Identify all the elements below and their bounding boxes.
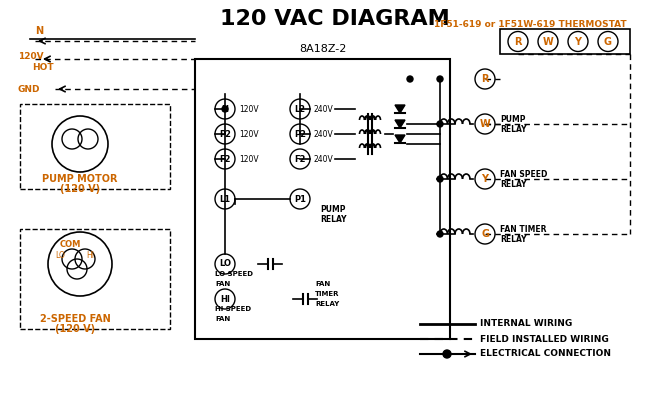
Text: RELAY: RELAY [320, 215, 346, 223]
Text: 120V: 120V [239, 104, 259, 114]
Text: Y: Y [482, 174, 488, 184]
Text: 2-SPEED FAN: 2-SPEED FAN [40, 314, 111, 324]
Text: 120V: 120V [18, 52, 44, 60]
Text: HOT: HOT [32, 62, 54, 72]
Text: G: G [604, 36, 612, 47]
Text: 120V: 120V [239, 129, 259, 139]
Text: HI: HI [220, 295, 230, 303]
Text: COM: COM [60, 240, 81, 248]
Text: TIMER: TIMER [315, 291, 340, 297]
Text: ELECTRICAL CONNECTION: ELECTRICAL CONNECTION [480, 349, 611, 359]
Text: F2: F2 [294, 155, 306, 163]
Text: RELAY: RELAY [500, 124, 527, 134]
Circle shape [437, 76, 443, 82]
Text: FAN: FAN [315, 281, 330, 287]
Text: FIELD INSTALLED WIRING: FIELD INSTALLED WIRING [480, 334, 609, 344]
Polygon shape [395, 135, 405, 143]
Text: LO: LO [55, 251, 65, 261]
Text: L1: L1 [220, 194, 230, 204]
Text: W: W [543, 36, 553, 47]
Text: L2: L2 [294, 104, 306, 114]
Text: Y: Y [574, 36, 582, 47]
Text: LO SPEED: LO SPEED [215, 271, 253, 277]
Text: PUMP MOTOR: PUMP MOTOR [42, 174, 118, 184]
Circle shape [437, 231, 443, 237]
Text: GND: GND [18, 85, 40, 93]
Text: 8A18Z-2: 8A18Z-2 [299, 44, 346, 54]
Text: PUMP: PUMP [320, 204, 346, 214]
Text: LO: LO [219, 259, 231, 269]
Text: P1: P1 [294, 194, 306, 204]
Text: P2: P2 [219, 129, 231, 139]
Text: N: N [35, 26, 43, 36]
Text: 240V: 240V [314, 104, 334, 114]
Text: G: G [481, 229, 489, 239]
Text: 120 VAC DIAGRAM: 120 VAC DIAGRAM [220, 9, 450, 29]
Text: 240V: 240V [314, 129, 334, 139]
Circle shape [437, 176, 443, 182]
Text: N: N [222, 104, 228, 114]
Text: PUMP: PUMP [500, 114, 525, 124]
Text: 120V: 120V [239, 155, 259, 163]
Text: F2: F2 [219, 155, 230, 163]
Text: RELAY: RELAY [315, 301, 339, 307]
Circle shape [437, 121, 443, 127]
Text: (120 V): (120 V) [55, 324, 95, 334]
Text: FAN SPEED: FAN SPEED [500, 170, 547, 178]
Polygon shape [395, 120, 405, 128]
Text: INTERNAL WIRING: INTERNAL WIRING [480, 320, 572, 328]
Text: FAN: FAN [215, 316, 230, 322]
Text: R: R [481, 74, 488, 84]
Circle shape [443, 350, 451, 358]
Text: R: R [515, 36, 522, 47]
Text: W: W [480, 119, 490, 129]
Text: (120 V): (120 V) [60, 184, 100, 194]
Text: RELAY: RELAY [500, 179, 527, 189]
Text: 240V: 240V [314, 155, 334, 163]
Circle shape [407, 76, 413, 82]
Text: FAN TIMER: FAN TIMER [500, 225, 547, 233]
Text: FAN: FAN [215, 281, 230, 287]
Circle shape [222, 106, 228, 112]
Text: RELAY: RELAY [500, 235, 527, 243]
Text: 1F51-619 or 1F51W-619 THERMOSTAT: 1F51-619 or 1F51W-619 THERMOSTAT [433, 20, 626, 28]
Polygon shape [395, 105, 405, 113]
Text: P2: P2 [294, 129, 306, 139]
Text: HI: HI [86, 251, 94, 261]
Text: HI SPEED: HI SPEED [215, 306, 251, 312]
